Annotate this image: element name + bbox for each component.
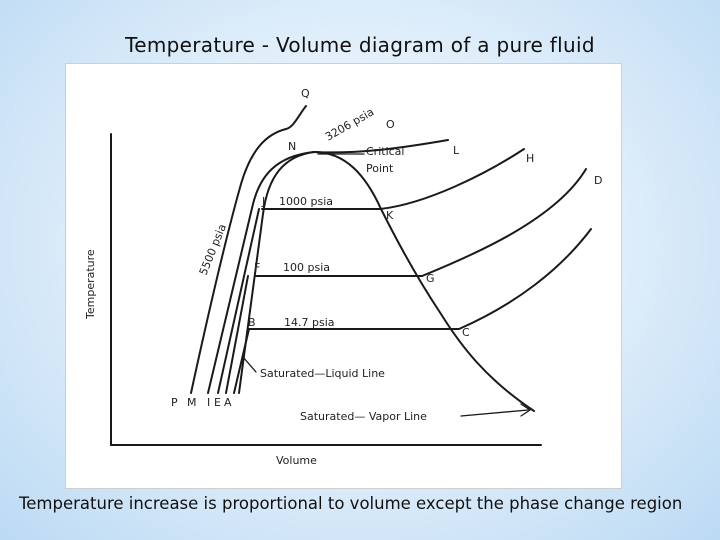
isobar-line-M xyxy=(207,151,315,394)
point-D-label: D xyxy=(594,174,602,187)
saturated-liquid-label: Saturated—Liquid Line xyxy=(260,367,385,380)
point-F-label: F xyxy=(254,261,260,274)
slide-title: Temperature - Volume diagram of a pure f… xyxy=(125,33,595,57)
point-G-label: G xyxy=(426,272,435,285)
pressure-label-100: 100 psia xyxy=(283,261,330,274)
y-axis-label: Temperature xyxy=(84,249,97,320)
critical-point-label-line2: Point xyxy=(366,162,394,175)
point-I-label: I xyxy=(207,396,210,409)
point-K-label: K xyxy=(386,209,394,222)
point-N-label: N xyxy=(288,140,296,153)
point-H-label: H xyxy=(526,152,534,165)
critical-point-label-line1: Critical xyxy=(366,145,404,158)
point-O-label: O xyxy=(386,118,395,131)
slide-caption: Temperature increase is proportional to … xyxy=(19,494,683,513)
point-P-label: P xyxy=(171,396,178,409)
isobar-line-P xyxy=(190,105,307,394)
curve-G-D xyxy=(421,168,587,277)
point-Q-label: Q xyxy=(301,87,310,100)
sat-vapor-pointer xyxy=(460,409,529,417)
sat-liquid-pointer xyxy=(242,356,257,373)
saturated-vapor-label: Saturated— Vapor Line xyxy=(300,410,427,423)
curve-N-L xyxy=(313,139,449,154)
isobar-line-A xyxy=(233,328,250,394)
isobar-line-E xyxy=(225,275,249,394)
sat-vapor-arrowhead xyxy=(520,403,531,417)
pressure-label-3206: 3206 psia xyxy=(323,105,376,143)
tv-diagram-svg: Temperature Volume 5500 psia 3206 psia 1… xyxy=(84,87,602,467)
pressure-label-1000: 1000 psia xyxy=(279,195,333,208)
tv-diagram: Temperature Volume 5500 psia 3206 psia 1… xyxy=(65,63,622,489)
pressure-label-14-7: 14.7 psia xyxy=(284,316,335,329)
point-E-label: E xyxy=(214,396,221,409)
point-A-label: A xyxy=(224,396,232,409)
curve-C-D xyxy=(458,228,592,330)
point-L-label: L xyxy=(453,144,460,157)
point-B-label: B xyxy=(248,316,256,329)
x-axis-label: Volume xyxy=(276,454,317,467)
point-C-label: C xyxy=(462,326,470,339)
saturated-vapor-line xyxy=(313,151,535,412)
point-J-label: J xyxy=(261,195,265,208)
isobar-line-I xyxy=(217,208,260,394)
curve-K-H xyxy=(379,148,525,210)
point-M-label: M xyxy=(187,396,197,409)
